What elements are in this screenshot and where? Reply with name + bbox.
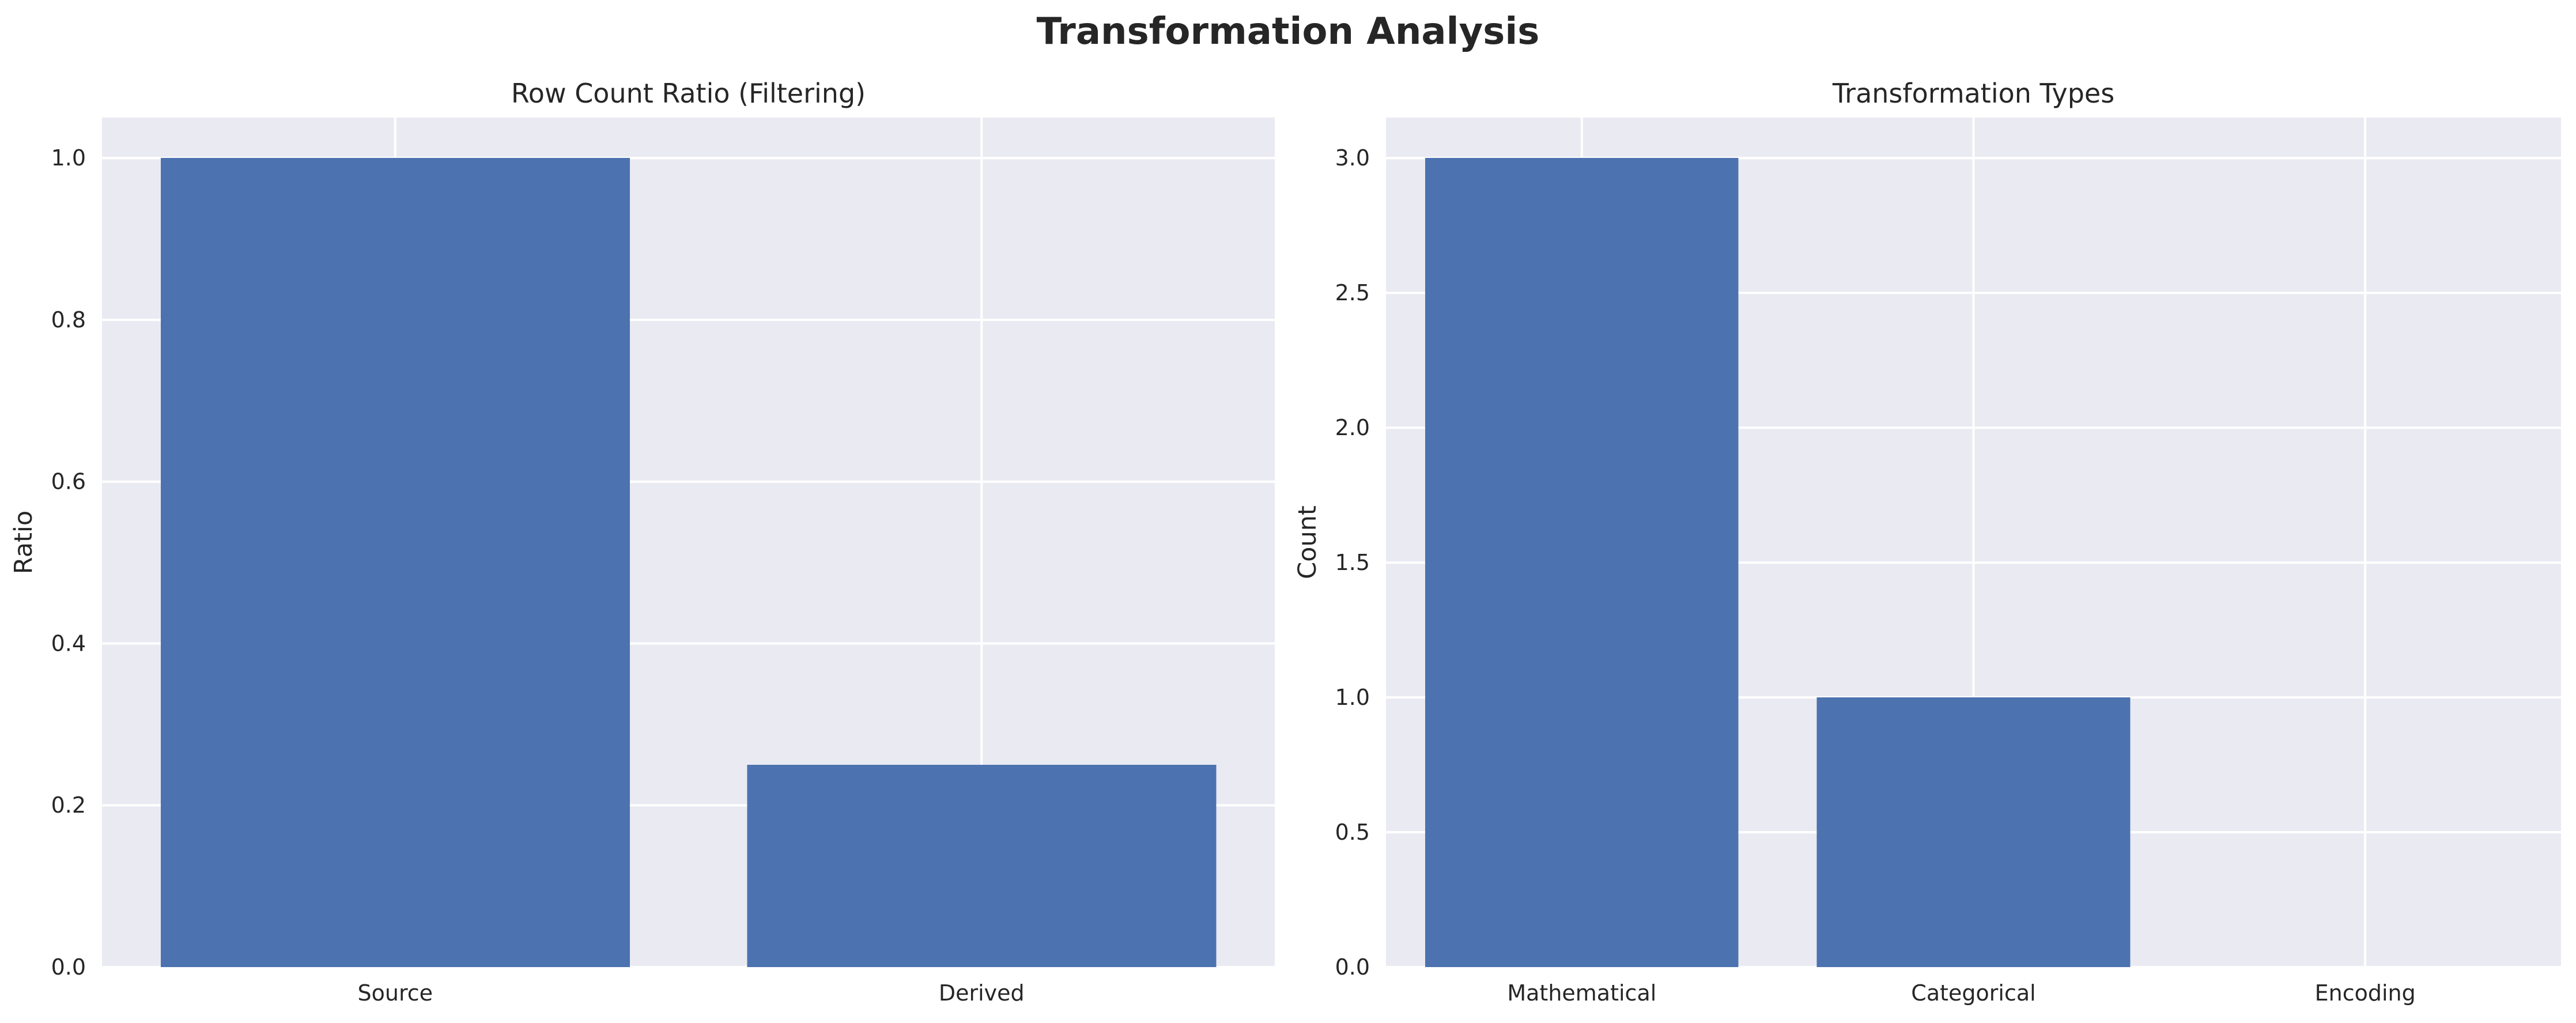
x-tick-label-derived: Derived <box>939 980 1025 1006</box>
y-tick-label: 0.2 <box>51 792 86 818</box>
y-tick-label: 1.0 <box>51 145 86 171</box>
x-tick-label-mathematical: Mathematical <box>1507 980 1656 1006</box>
figure-title: Transformation Analysis <box>1037 10 1540 53</box>
chart-title: Transformation Types <box>1832 78 2114 109</box>
row-count-ratio-chart: 0.0 0.2 0.4 0.6 0.8 1.0 Source Derived Row Count… <box>9 78 1275 1006</box>
x-tick-label-encoding: Encoding <box>2315 980 2416 1006</box>
y-tick-label: 1.5 <box>1335 550 1370 575</box>
y-tick-label: 0.4 <box>51 631 86 656</box>
x-tick-label-source: Source <box>357 980 433 1006</box>
bar-categorical <box>1816 697 2131 967</box>
chart-title: Row Count Ratio (Filtering) <box>511 78 866 109</box>
bar-source <box>160 158 630 968</box>
y-tick-label: 0.6 <box>51 469 86 494</box>
bar-mathematical <box>1425 158 1739 968</box>
y-tick-label: 3.0 <box>1335 145 1370 171</box>
y-tick-label: 0.8 <box>51 307 86 333</box>
x-tick-label-categorical: Categorical <box>1911 980 2035 1006</box>
y-tick-label: 0.5 <box>1335 820 1370 845</box>
y-tick-label: 0.0 <box>51 954 86 980</box>
transformation-types-chart: 0.0 0.5 1.0 1.5 2.0 2.5 3.0 Mathematical Categor… <box>1293 78 2561 1006</box>
y-tick-label: 1.0 <box>1335 685 1370 710</box>
y-tick-label: 2.0 <box>1335 415 1370 440</box>
bar-derived <box>747 765 1217 967</box>
y-axis-label: Ratio <box>9 511 38 574</box>
y-axis-label: Count <box>1293 505 1322 579</box>
y-tick-label: 2.5 <box>1335 280 1370 305</box>
y-tick-label: 0.0 <box>1335 954 1370 980</box>
